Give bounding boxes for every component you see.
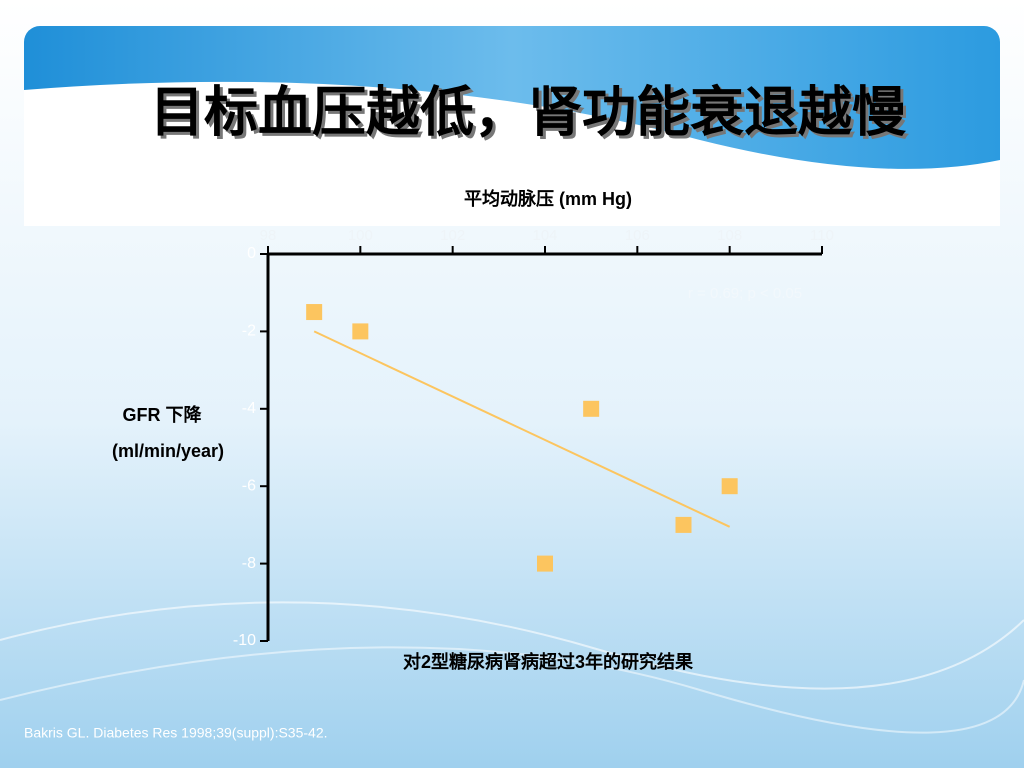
x-tick-label: 110: [810, 227, 834, 244]
point: [583, 400, 600, 417]
point: [537, 555, 553, 572]
y-tick-label: -2: [242, 323, 256, 340]
decor-wave: [0, 646, 1024, 734]
x-tick-label: 100: [348, 227, 373, 244]
y-axis-label: GFR 下降: [123, 404, 203, 425]
y-tick-label: -4: [242, 400, 256, 417]
x-axis-label: 平均动脉压 (mm Hg): [464, 188, 632, 209]
point: [306, 304, 323, 321]
caption: 对2型糖尿病肾病超过3年的研究结果: [403, 651, 694, 672]
title: 目标血压越低，肾功能衰退越慢: [150, 82, 907, 142]
banner-wave: [24, 81, 1000, 227]
title-shadow: 目标血压越低，肾功能衰退越慢: [153, 85, 910, 145]
trend-line: [313, 330, 731, 528]
decor-wave: [0, 601, 1024, 690]
point: [721, 478, 738, 495]
y-tick-label: -8: [242, 555, 256, 572]
x-tick-label: 102: [440, 227, 465, 244]
y-tick-label: -10: [233, 632, 256, 649]
y-axis-label: (ml/min/year): [112, 441, 224, 461]
point: [352, 323, 369, 340]
x-tick-label: 98: [260, 227, 277, 244]
x-tick-label: 108: [717, 227, 742, 244]
x-tick-label: 104: [532, 227, 557, 244]
source: Bakris GL. Diabetes Res 1998;39(suppl):S…: [24, 725, 328, 741]
annotation: r = 0.69; p < 0.05: [688, 285, 802, 302]
y-tick-label: 0: [247, 245, 256, 262]
y-tick-label: -6: [242, 477, 256, 494]
x-tick-label: 106: [625, 227, 650, 244]
point: [675, 516, 692, 533]
